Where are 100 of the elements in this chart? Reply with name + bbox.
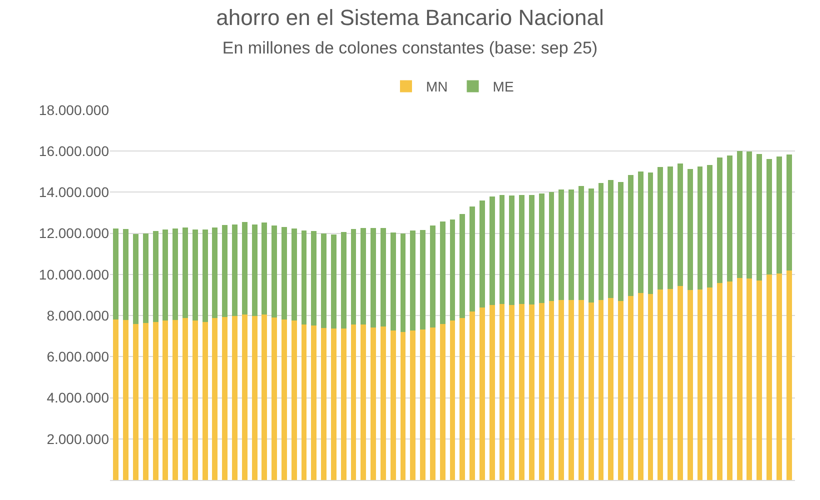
bar [311, 326, 317, 480]
bar [380, 228, 386, 327]
bar [677, 286, 683, 480]
bar [162, 320, 168, 480]
bar [668, 166, 673, 289]
bar [608, 298, 614, 480]
bar [400, 332, 406, 480]
bar [568, 300, 574, 480]
bar [460, 318, 466, 480]
bar [330, 328, 336, 480]
bar [707, 164, 713, 288]
chart-title: ahorro en el Sistema Bancario Nacional [216, 5, 604, 30]
bar [687, 290, 693, 480]
bar [538, 303, 544, 480]
bar [578, 186, 584, 300]
bar [172, 320, 178, 480]
bar [638, 172, 644, 293]
bar [262, 314, 268, 480]
bar [420, 330, 426, 480]
bar [321, 328, 327, 480]
bar [380, 326, 386, 480]
bar [212, 318, 218, 480]
bar [360, 324, 366, 480]
bar [262, 222, 268, 314]
bar [212, 227, 218, 318]
bar [222, 316, 228, 480]
bar [182, 318, 188, 480]
bar [668, 288, 673, 480]
bar [548, 192, 554, 302]
bar [410, 330, 416, 480]
bar [350, 324, 356, 480]
bar [479, 200, 485, 308]
bar [528, 304, 534, 480]
bar [123, 229, 129, 320]
bar [776, 156, 782, 274]
bar [390, 232, 396, 331]
y-tick-label: 4.000.000 [46, 390, 110, 406]
bar [360, 228, 366, 325]
bar [588, 302, 594, 480]
bar [420, 230, 426, 330]
bar [202, 229, 208, 322]
bar [133, 324, 138, 480]
legend-label: MN [426, 78, 448, 95]
bar [528, 194, 534, 304]
bar [489, 305, 495, 480]
bar [519, 304, 525, 480]
bar [430, 226, 436, 328]
bar [133, 234, 138, 324]
bar [588, 188, 594, 303]
bar [142, 233, 148, 324]
bar [182, 227, 188, 318]
bar [252, 316, 258, 480]
bar [598, 300, 604, 480]
bar [340, 232, 346, 329]
bar [608, 180, 614, 298]
y-tick-label: 2.000.000 [46, 430, 110, 447]
bar [558, 300, 564, 480]
bar [509, 196, 515, 306]
bar [162, 229, 168, 321]
bar [370, 228, 376, 328]
bar [677, 163, 683, 286]
bar [776, 273, 782, 480]
bar [291, 228, 297, 321]
y-tick-label: 16.000.000 [38, 143, 110, 160]
bar [450, 320, 456, 480]
bar [301, 324, 307, 480]
bar [766, 158, 772, 275]
y-tick-label: 12.000.000 [38, 225, 110, 242]
y-tick-label: 10.000.000 [38, 266, 110, 282]
bar [291, 320, 297, 480]
bar [400, 233, 406, 332]
bar [301, 230, 307, 325]
bar [786, 270, 792, 480]
y-tick-label: 14.000.000 [38, 184, 110, 200]
bar [726, 282, 732, 480]
bar [746, 152, 752, 278]
bar [460, 214, 466, 318]
bar [202, 322, 208, 480]
bar [192, 229, 198, 321]
bar [628, 296, 634, 480]
bar [172, 228, 178, 320]
bar [697, 289, 703, 480]
legend-label: ME [492, 78, 514, 95]
bar [470, 312, 476, 480]
bar [152, 231, 158, 322]
bar [272, 226, 278, 318]
bar [479, 308, 485, 480]
bar [658, 289, 664, 480]
bar [717, 158, 722, 283]
bar [618, 300, 624, 480]
bar [628, 175, 634, 296]
bar [726, 155, 732, 282]
bar [113, 228, 119, 320]
bar [568, 189, 574, 300]
bar [152, 322, 158, 480]
bar [222, 224, 228, 317]
bar [648, 294, 654, 480]
bar [242, 314, 248, 480]
bar [282, 319, 287, 480]
bar [242, 222, 248, 314]
